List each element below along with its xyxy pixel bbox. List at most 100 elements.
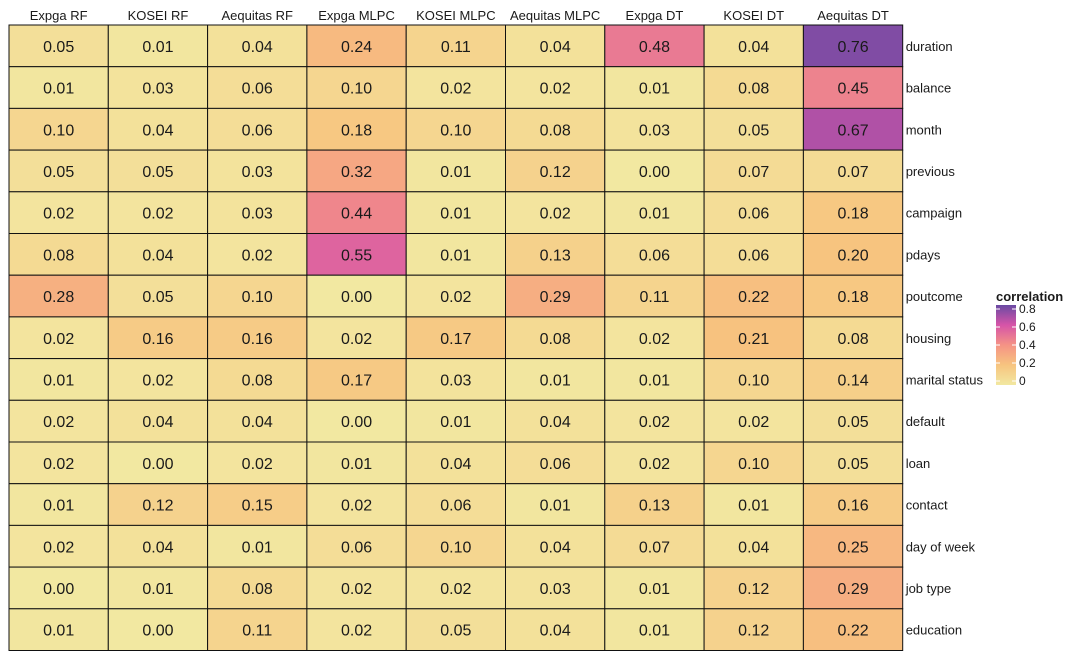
heatmap-cell: [604, 191, 705, 235]
cell-value-label: 0.02: [639, 456, 670, 473]
cell-value-label: 0.22: [837, 623, 868, 640]
heatmap-cell: [306, 191, 407, 235]
cell-value-label: 0.02: [341, 498, 372, 515]
cell-value-label: 0.08: [738, 81, 769, 98]
cell-value-label: 0.03: [142, 81, 173, 98]
cell-value-label: 0.02: [142, 372, 173, 389]
heatmap-cell: [107, 24, 209, 68]
heatmap-cell: [306, 483, 407, 526]
cell-value-label: 0.02: [242, 456, 273, 473]
cell-value-label: 0.01: [639, 581, 670, 598]
cell-value-label: 0.05: [837, 456, 868, 473]
column-label: KOSEI RF: [128, 8, 189, 23]
cell-value-label: 0.01: [440, 206, 471, 223]
heatmap-cell: [505, 191, 606, 235]
row-label: day of week: [906, 539, 976, 554]
cell-value-label: 0.01: [540, 498, 571, 515]
cell-value-label: 0.01: [440, 164, 471, 181]
heatmap-cell: [207, 566, 308, 610]
cell-value-label: 0.08: [242, 372, 273, 389]
heatmap-cell: [604, 66, 705, 109]
cell-value-label: 0.16: [142, 331, 173, 348]
heatmap-cell: [505, 24, 606, 68]
row-label: month: [906, 122, 942, 137]
row-label: marital status: [906, 372, 984, 387]
cell-value-label: 0.02: [242, 247, 273, 264]
row-label: duration: [906, 39, 953, 54]
row-label: pdays: [906, 247, 941, 262]
cell-value-label: 0.04: [540, 539, 571, 556]
cell-value-label: 0.02: [142, 206, 173, 223]
cell-value-label: 0.04: [540, 623, 571, 640]
column-label: Expga MLPC: [318, 8, 395, 23]
column-label: Aequitas RF: [221, 8, 293, 23]
heatmap-cell: [8, 608, 109, 651]
cell-value-label: 0.02: [43, 539, 74, 556]
cell-value-label: 0.18: [837, 289, 868, 306]
heatmap-cell: [107, 608, 209, 651]
cell-value-label: 0.06: [341, 539, 372, 556]
heatmap-cell: [405, 316, 507, 360]
cell-value-label: 0.21: [738, 331, 769, 348]
cell-value-label: 0.24: [341, 39, 372, 56]
cell-value-label: 0.00: [43, 581, 74, 598]
heatmap-cell: [207, 233, 308, 276]
cell-value-label: 0.12: [738, 623, 769, 640]
cell-value-label: 0.44: [341, 206, 372, 223]
row-label: previous: [906, 164, 956, 179]
cell-value-label: 0.04: [142, 122, 173, 139]
row-label: default: [906, 414, 945, 429]
cell-value-label: 0.04: [142, 247, 173, 264]
cell-value-label: 0.01: [142, 581, 173, 598]
heatmap-cell: [207, 483, 308, 526]
cell-value-label: 0.32: [341, 164, 372, 181]
cell-value-label: 0.01: [540, 372, 571, 389]
cell-value-label: 0.04: [242, 39, 273, 56]
column-label: Aequitas MLPC: [510, 8, 600, 23]
heatmap-cell: [405, 608, 507, 651]
heatmap-cell: [207, 66, 308, 109]
heatmap-cell: [207, 399, 308, 443]
cell-value-label: 0.08: [540, 122, 571, 139]
cell-value-label: 0.04: [738, 539, 769, 556]
cell-value-label: 0.04: [738, 39, 769, 56]
cell-value-label: 0.04: [242, 414, 273, 431]
legend-tick-label: 0.6: [1019, 320, 1036, 334]
heatmap-cell: [802, 316, 904, 360]
legend-title: correlation: [996, 289, 1063, 304]
cell-value-label: 0.10: [242, 289, 273, 306]
cell-value-label: 0.28: [43, 289, 74, 306]
cell-value-label: 0.03: [242, 206, 273, 223]
cell-value-label: 0.67: [837, 122, 868, 139]
cell-value-label: 0.03: [440, 372, 471, 389]
cell-value-label: 0.02: [43, 414, 74, 431]
cell-value-label: 0.01: [142, 39, 173, 56]
cell-value-label: 0.12: [738, 581, 769, 598]
cell-value-label: 0.05: [440, 623, 471, 640]
heatmap-cell: [107, 358, 209, 401]
row-label: job type: [905, 581, 952, 596]
heatmap-cell: [802, 358, 904, 401]
cell-value-label: 0.14: [837, 372, 868, 389]
heatmap-cell: [505, 316, 606, 360]
cell-value-label: 0.02: [341, 623, 372, 640]
cell-value-label: 0.11: [441, 39, 471, 56]
heatmap-cell: [207, 24, 308, 68]
cell-value-label: 0.01: [440, 414, 471, 431]
cell-value-label: 0.04: [142, 539, 173, 556]
cell-value-label: 0.12: [540, 164, 571, 181]
heatmap-cell: [802, 191, 904, 235]
cell-value-label: 0.00: [341, 414, 372, 431]
cell-value-label: 0.12: [142, 498, 173, 515]
cell-value-label: 0.02: [738, 414, 769, 431]
heatmap-cell: [802, 566, 904, 610]
heatmap-cell: [802, 66, 904, 109]
cell-value-label: 0.29: [540, 289, 571, 306]
cell-value-label: 0.04: [540, 414, 571, 431]
heatmap-cell: [8, 24, 109, 68]
cell-value-label: 0.10: [440, 539, 471, 556]
heatmap-cell: [207, 358, 308, 401]
cell-value-label: 0.08: [540, 331, 571, 348]
heatmap-cell: [405, 441, 507, 485]
heatmap-cell: [505, 441, 606, 485]
